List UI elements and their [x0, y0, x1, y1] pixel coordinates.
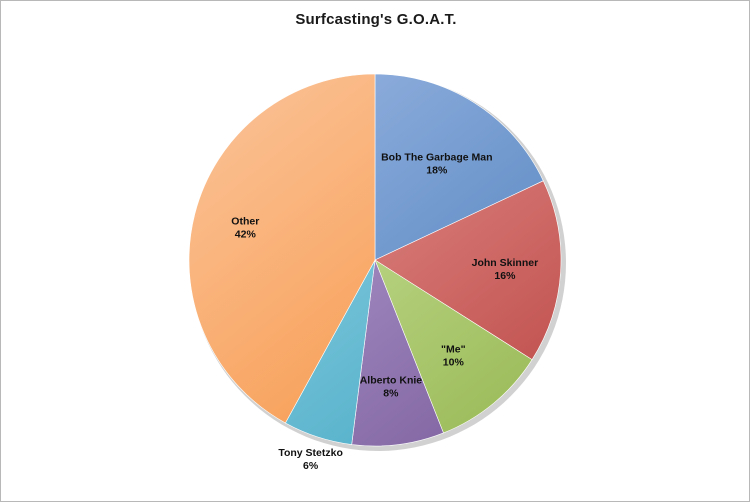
slice-label-alberto-knie: Alberto Knie 8% [360, 375, 423, 400]
slice-name: Other [231, 216, 259, 228]
slice-value: 10% [443, 357, 465, 369]
pie-slice-john-skinner [374, 180, 562, 361]
pie-slice-alberto-knie [351, 259, 444, 447]
pie-slice-me [374, 259, 533, 434]
slice-name: "Me" [441, 344, 466, 356]
slice-value: 8% [383, 388, 399, 400]
slice-value: 42% [235, 229, 257, 241]
pie-slice-bob-the-garbage-man [374, 73, 544, 261]
slice-label-tony-stetzko: Tony Stetzko 6% [278, 447, 343, 472]
pie-slice-other [188, 73, 376, 424]
chart-title: Surfcasting's G.O.A.T. [295, 11, 457, 28]
slice-name: John Skinner [472, 257, 539, 269]
slice-name: Alberto Knie [360, 375, 423, 387]
slice-value: 18% [426, 165, 448, 177]
slice-label-bob-the-garbage-man: Bob The Garbage Man 18% [381, 152, 492, 177]
slice-value: 6% [303, 460, 319, 472]
slice-label-me: "Me" 10% [441, 344, 466, 369]
slice-name: Tony Stetzko [278, 447, 343, 459]
slice-label-other: Other 42% [231, 216, 259, 241]
slice-value: 16% [494, 270, 516, 282]
slice-label-john-skinner: John Skinner 16% [472, 257, 539, 282]
slice-name: Bob The Garbage Man [381, 152, 492, 164]
